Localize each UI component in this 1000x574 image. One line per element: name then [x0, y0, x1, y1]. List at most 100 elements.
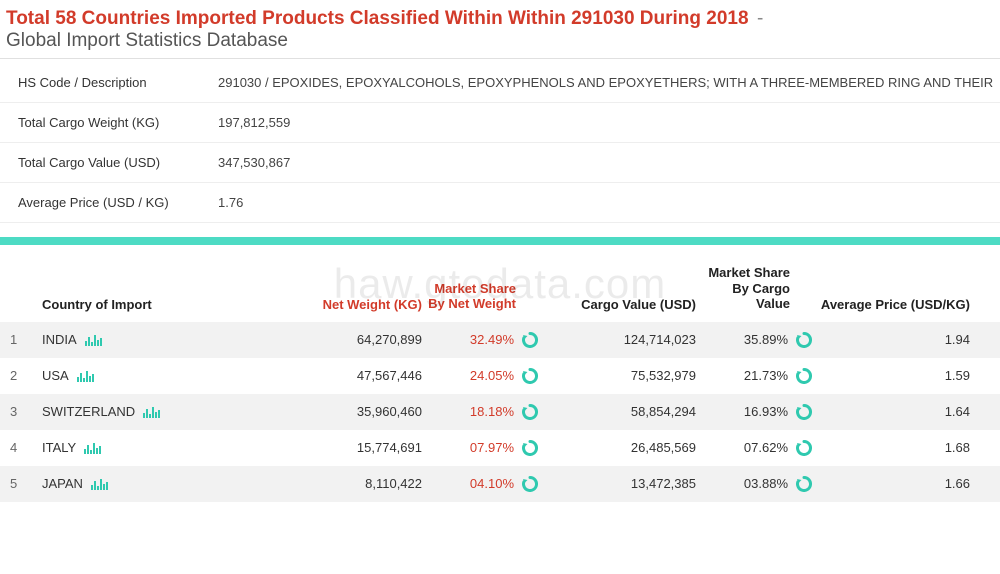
table-row[interactable]: 2USA 47,567,446 24.05% 75,532,979 21.73% 1.59	[0, 358, 1000, 394]
country-name: ITALY	[42, 440, 76, 455]
refresh-circle-icon[interactable]	[796, 476, 812, 492]
cell-net-weight: 64,270,899	[252, 332, 422, 347]
summary-row: Average Price (USD / KG)1.76	[0, 183, 1000, 223]
bar-chart-icon[interactable]	[77, 370, 94, 382]
refresh-circle-icon[interactable]	[796, 368, 812, 384]
row-index: 1	[6, 332, 42, 347]
page-subtitle: Global Import Statistics Database	[6, 30, 994, 52]
cell-avg-price: 1.59	[820, 368, 990, 383]
divider-bar	[0, 237, 1000, 245]
col-market-share-cargo[interactable]: Market Share By Cargo Value	[696, 265, 820, 312]
summary-value: 291030 / EPOXIDES, EPOXYALCOHOLS, EPOXYP…	[218, 75, 996, 90]
col-ms-weight-l2: By Net Weight	[422, 296, 516, 312]
cell-country[interactable]: USA	[42, 368, 252, 383]
summary-value: 1.76	[218, 195, 243, 210]
table-row[interactable]: 1INDIA 64,270,899 32.49% 124,714,023 35.89% 1…	[0, 322, 1000, 358]
refresh-circle-icon[interactable]	[522, 404, 538, 420]
summary-label: Total Cargo Weight (KG)	[18, 115, 218, 130]
cell-avg-price: 1.66	[820, 476, 990, 491]
refresh-circle-icon[interactable]	[522, 476, 538, 492]
ms-cargo-value: 07.62%	[744, 440, 788, 455]
cell-net-weight: 47,567,446	[252, 368, 422, 383]
refresh-circle-icon[interactable]	[796, 332, 812, 348]
col-ms-cargo-l1: Market Share	[696, 265, 790, 281]
cell-ms-weight: 18.18%	[422, 404, 546, 420]
data-table: Country of Import Net Weight (KG) Market…	[0, 265, 1000, 502]
cell-ms-cargo: 35.89%	[696, 332, 820, 348]
country-name: SWITZERLAND	[42, 404, 135, 419]
cell-country[interactable]: JAPAN	[42, 476, 252, 491]
refresh-circle-icon[interactable]	[796, 404, 812, 420]
table-row[interactable]: 5JAPAN 8,110,422 04.10% 13,472,385 03.88% 1.6…	[0, 466, 1000, 502]
ms-cargo-value: 21.73%	[744, 368, 788, 383]
cell-country[interactable]: INDIA	[42, 332, 252, 347]
summary-row: Total Cargo Weight (KG)197,812,559	[0, 103, 1000, 143]
refresh-circle-icon[interactable]	[522, 440, 538, 456]
title-separator: -	[757, 8, 763, 29]
cell-cargo-value: 124,714,023	[546, 332, 696, 347]
summary-block: HS Code / Description291030 / EPOXIDES, …	[0, 63, 1000, 223]
page-title: Total 58 Countries Imported Products Cla…	[6, 8, 749, 29]
bar-chart-icon[interactable]	[84, 442, 101, 454]
cell-country[interactable]: ITALY	[42, 440, 252, 455]
ms-cargo-value: 16.93%	[744, 404, 788, 419]
cell-net-weight: 35,960,460	[252, 404, 422, 419]
cell-ms-weight: 24.05%	[422, 368, 546, 384]
table-row[interactable]: 4ITALY 15,774,691 07.97% 26,485,569 07.62% 1.…	[0, 430, 1000, 466]
bar-chart-icon[interactable]	[91, 478, 108, 490]
col-net-weight[interactable]: Net Weight (KG)	[252, 297, 422, 312]
ms-weight-value: 07.97%	[470, 440, 514, 455]
cell-cargo-value: 13,472,385	[546, 476, 696, 491]
ms-weight-value: 32.49%	[470, 332, 514, 347]
country-name: USA	[42, 368, 69, 383]
col-ms-weight-l1: Market Share	[422, 281, 516, 297]
col-ms-cargo-l2: By Cargo Value	[696, 281, 790, 312]
country-name: INDIA	[42, 332, 77, 347]
cell-net-weight: 8,110,422	[252, 476, 422, 491]
summary-label: Total Cargo Value (USD)	[18, 155, 218, 170]
cell-cargo-value: 26,485,569	[546, 440, 696, 455]
refresh-circle-icon[interactable]	[522, 332, 538, 348]
cell-ms-cargo: 07.62%	[696, 440, 820, 456]
cell-avg-price: 1.64	[820, 404, 990, 419]
cell-ms-weight: 04.10%	[422, 476, 546, 492]
row-index: 3	[6, 404, 42, 419]
country-name: JAPAN	[42, 476, 83, 491]
summary-label: Average Price (USD / KG)	[18, 195, 218, 210]
refresh-circle-icon[interactable]	[796, 440, 812, 456]
cell-country[interactable]: SWITZERLAND	[42, 404, 252, 419]
ms-weight-value: 04.10%	[470, 476, 514, 491]
summary-value: 347,530,867	[218, 155, 290, 170]
cell-ms-cargo: 21.73%	[696, 368, 820, 384]
cell-ms-cargo: 03.88%	[696, 476, 820, 492]
ms-weight-value: 24.05%	[470, 368, 514, 383]
cell-avg-price: 1.94	[820, 332, 990, 347]
refresh-circle-icon[interactable]	[522, 368, 538, 384]
summary-label: HS Code / Description	[18, 75, 218, 90]
col-cargo-value[interactable]: Cargo Value (USD)	[546, 297, 696, 312]
cell-cargo-value: 58,854,294	[546, 404, 696, 419]
ms-weight-value: 18.18%	[470, 404, 514, 419]
summary-value: 197,812,559	[218, 115, 290, 130]
col-avg-price[interactable]: Average Price (USD/KG)	[820, 297, 990, 312]
col-market-share-weight[interactable]: Market Share By Net Weight	[422, 281, 546, 312]
table-header: Country of Import Net Weight (KG) Market…	[0, 265, 1000, 322]
page-header: Total 58 Countries Imported Products Cla…	[0, 0, 1000, 59]
cell-net-weight: 15,774,691	[252, 440, 422, 455]
table-row[interactable]: 3SWITZERLAND 35,960,460 18.18% 58,854,294 16…	[0, 394, 1000, 430]
col-country[interactable]: Country of Import	[42, 297, 252, 312]
cell-cargo-value: 75,532,979	[546, 368, 696, 383]
row-index: 2	[6, 368, 42, 383]
bar-chart-icon[interactable]	[143, 406, 160, 418]
summary-row: HS Code / Description291030 / EPOXIDES, …	[0, 63, 1000, 103]
cell-avg-price: 1.68	[820, 440, 990, 455]
row-index: 4	[6, 440, 42, 455]
cell-ms-weight: 32.49%	[422, 332, 546, 348]
bar-chart-icon[interactable]	[85, 334, 102, 346]
ms-cargo-value: 35.89%	[744, 332, 788, 347]
cell-ms-weight: 07.97%	[422, 440, 546, 456]
table-body: 1INDIA 64,270,899 32.49% 124,714,023 35.89% 1…	[0, 322, 1000, 502]
row-index: 5	[6, 476, 42, 491]
ms-cargo-value: 03.88%	[744, 476, 788, 491]
summary-row: Total Cargo Value (USD)347,530,867	[0, 143, 1000, 183]
